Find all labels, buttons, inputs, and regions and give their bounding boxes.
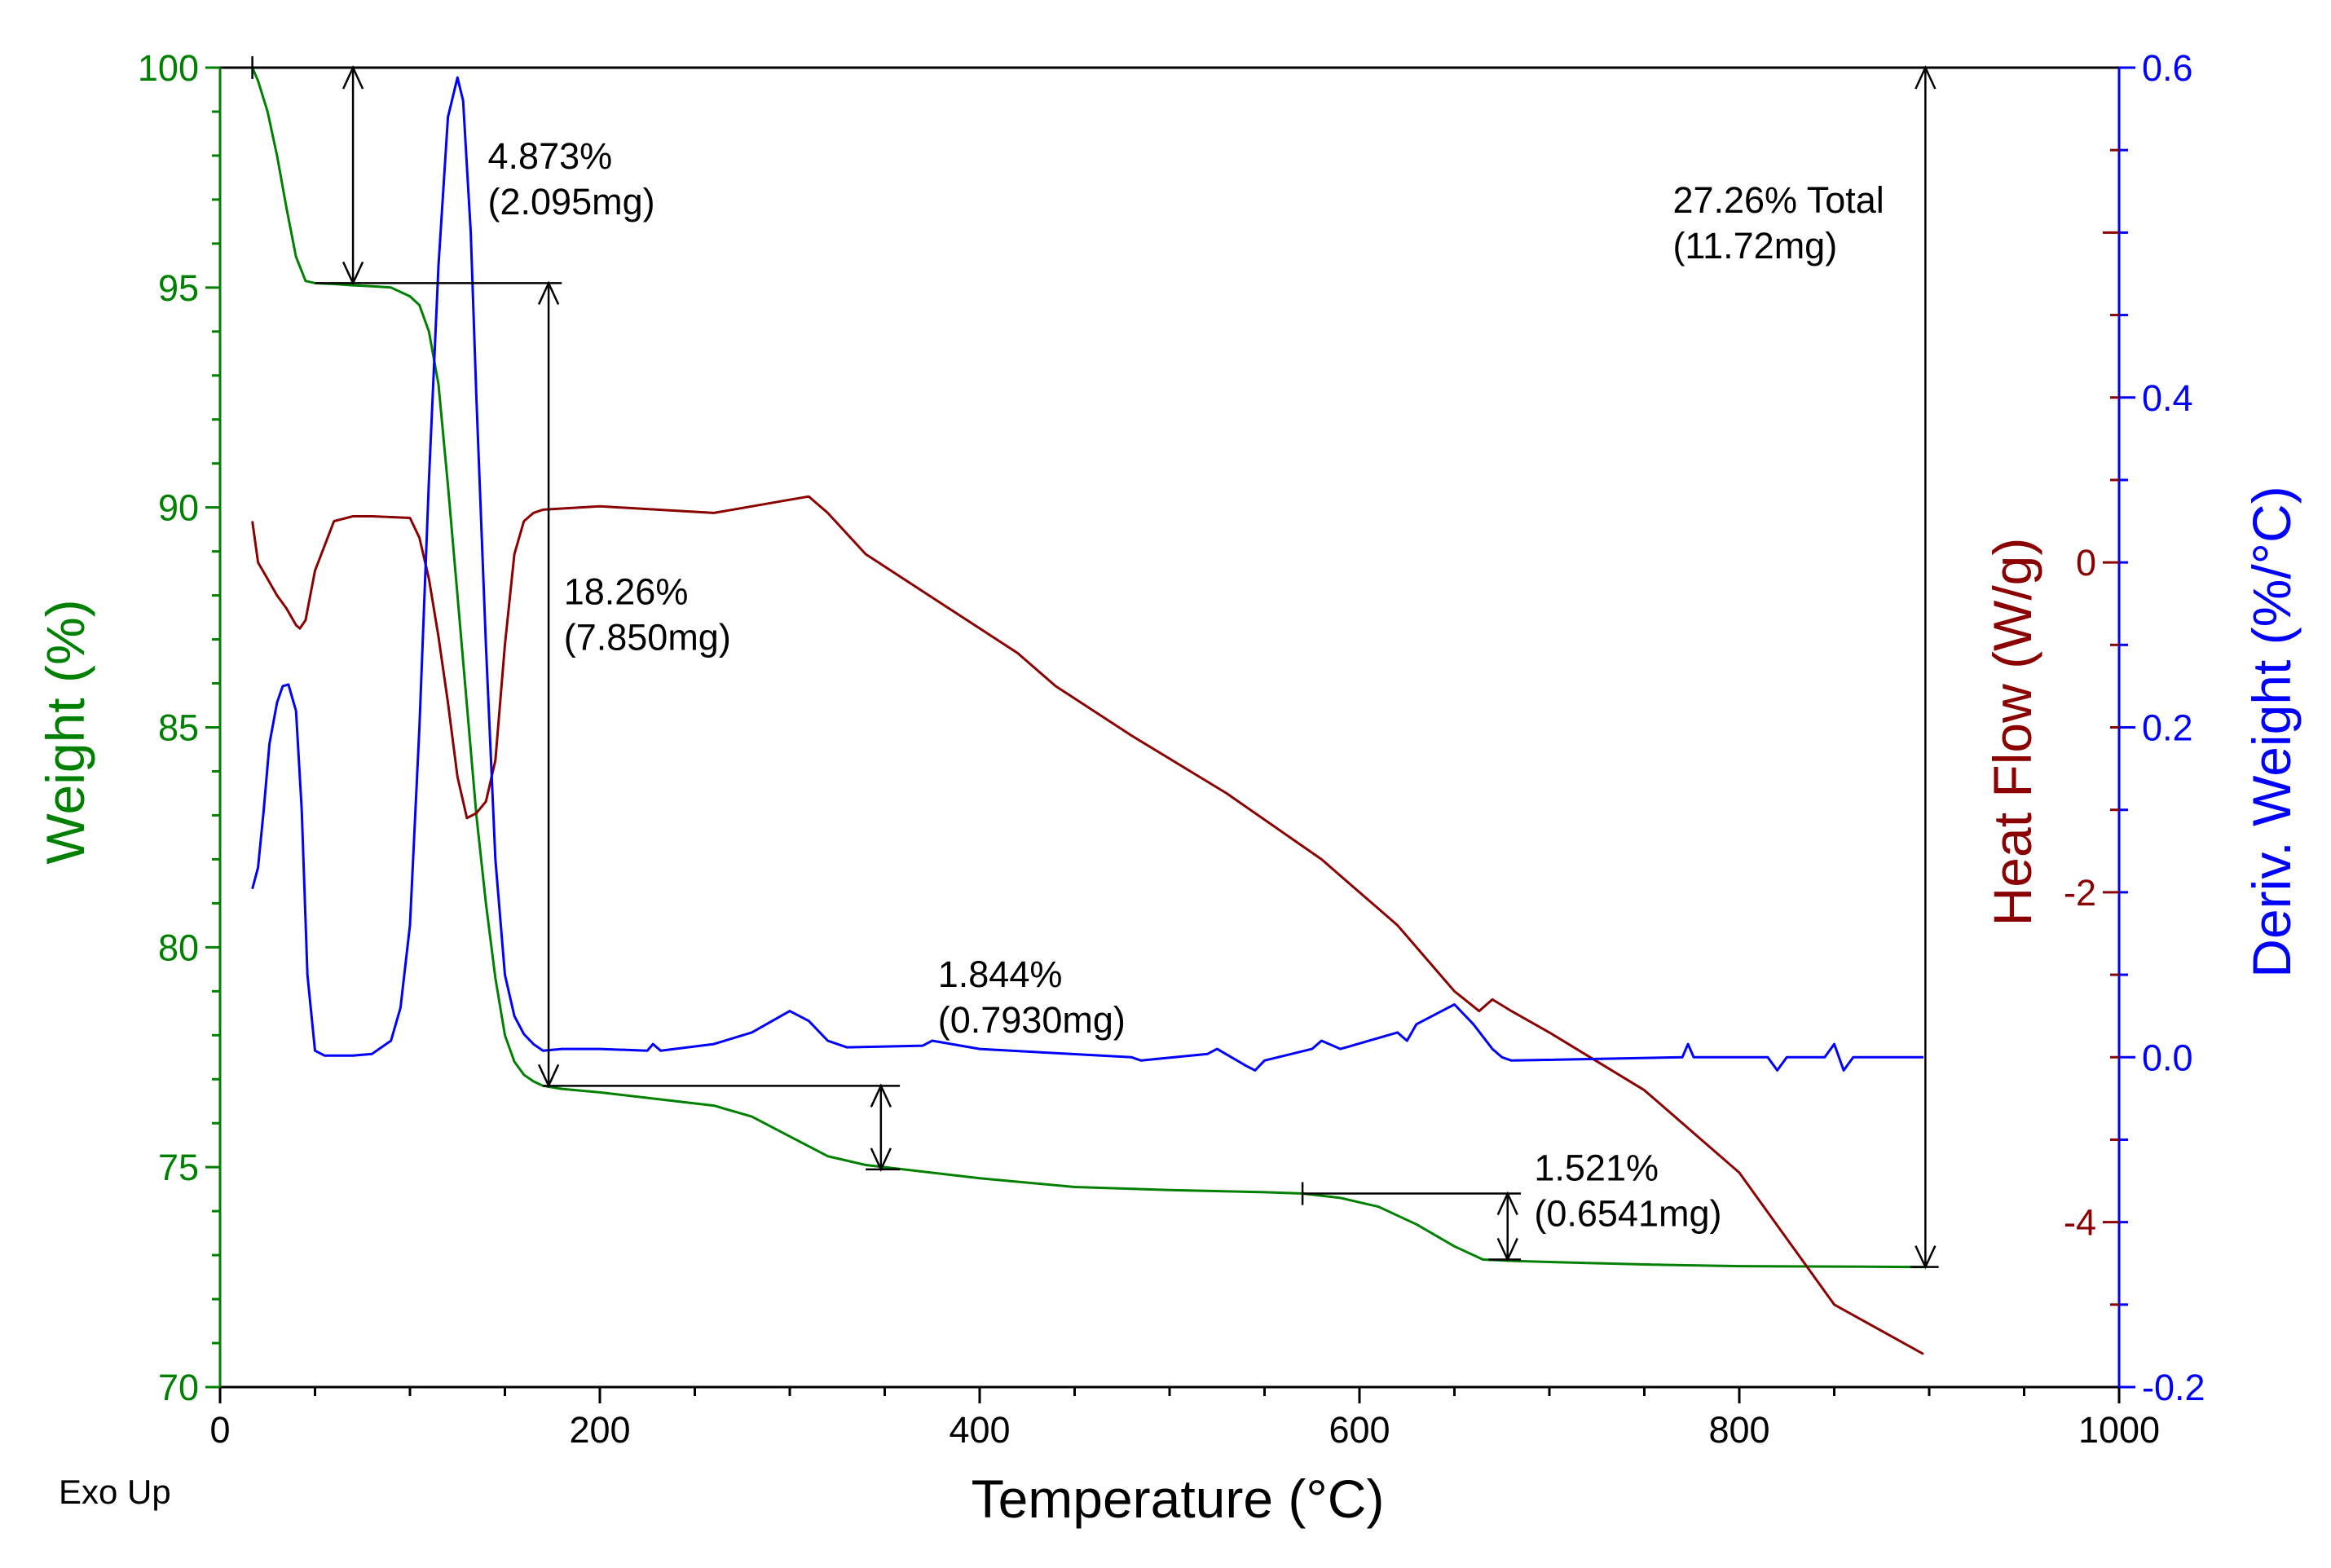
weight-tick-label: 90 (158, 487, 199, 529)
heat-flow-curve (251, 495, 1924, 1355)
step-1-arrow-head-bottom (341, 261, 364, 286)
x-tick-label: 400 (949, 1409, 1010, 1451)
weight-tick-label: 75 (158, 1147, 199, 1188)
step-4-arrow-head-top (1496, 1191, 1518, 1216)
heat-flow-tick-label: -2 (2064, 872, 2096, 914)
deriv-weight-axis-title: Deriv. Weight (%/°C) (2241, 486, 2302, 977)
weight-tick-label: 100 (138, 47, 199, 89)
deriv-weight-curve (251, 76, 1923, 1072)
x-tick-label: 800 (1708, 1409, 1769, 1451)
step-2-mass-label: (7.850mg) (564, 616, 731, 658)
step-2-percent-label: 18.26% (564, 570, 689, 612)
deriv-tick-label: 0.6 (2142, 47, 2193, 89)
step-3-percent-label: 1.844% (938, 954, 1063, 995)
x-tick-label: 200 (569, 1409, 630, 1451)
annotation-layer: 4.873%(2.095mg) 18.26%(7.850mg) 1.844%(0.7… (251, 56, 1939, 1270)
deriv-tick-label: 0.0 (2142, 1037, 2193, 1078)
total-mass-label: (11.72mg) (1672, 225, 1837, 266)
axes-layer: 0 200 400 600 800 1000 70 75 80 85 90 95 100 -0.2 0.0 0… (138, 47, 2205, 1451)
exo-up-label: Exo Up (59, 1473, 171, 1511)
deriv-tick-label: 0.2 (2142, 707, 2193, 749)
step-3-mass-label: (0.7930mg) (938, 999, 1126, 1041)
weight-tick-label: 95 (158, 267, 199, 309)
step-4-percent-label: 1.521% (1534, 1147, 1659, 1188)
weight-tick-label: 70 (158, 1367, 199, 1408)
step-4-mass-label: (0.6541mg) (1534, 1192, 1721, 1234)
weight-curve (251, 67, 1924, 1269)
step-4-arrow-head-bottom (1496, 1237, 1518, 1262)
heat-flow-axis-title: Heat Flow (W/g) (1982, 538, 2042, 927)
total-arrow-head-top (1915, 65, 1937, 90)
total-percent-label: 27.26% Total (1672, 179, 1884, 221)
x-axis-title: Temperature (°C) (972, 1469, 1385, 1529)
step-3-arrow-head-top (870, 1083, 892, 1108)
deriv-tick-label: 0.4 (2142, 377, 2193, 419)
deriv-tick-label: -0.2 (2142, 1367, 2205, 1408)
weight-axis-title: Weight (%) (35, 599, 95, 864)
weight-tick-label: 80 (158, 927, 199, 968)
x-tick-label: 600 (1329, 1409, 1390, 1451)
heat-flow-tick-label: -4 (2064, 1202, 2096, 1244)
weight-tick-label: 85 (158, 707, 199, 749)
x-tick-label: 0 (209, 1409, 230, 1451)
step-3-arrow-head-bottom (870, 1147, 892, 1172)
total-arrow-head-bottom (1915, 1245, 1937, 1270)
x-tick-label: 1000 (2078, 1409, 2160, 1451)
step-2-arrow-head-bottom (537, 1064, 560, 1089)
step-2-arrow-head-top (537, 280, 560, 305)
series-layer (251, 67, 1924, 1355)
heat-flow-tick-label: 0 (2076, 542, 2096, 584)
step-1-mass-label: (2.095mg) (488, 181, 655, 222)
step-1-arrow-head-top (341, 65, 364, 90)
step-1-percent-label: 4.873% (488, 135, 613, 177)
